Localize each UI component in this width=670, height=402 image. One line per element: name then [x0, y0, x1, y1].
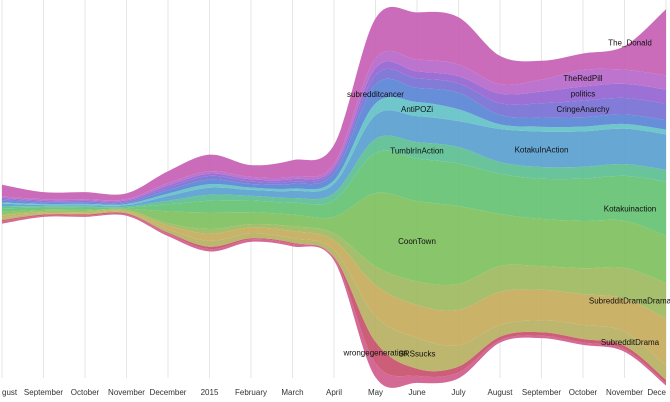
stream-subredditcancer [2, 78, 666, 205]
x-axis: gust September October November December 2015… [2, 388, 667, 397]
stream-subredditdrama [2, 210, 666, 366]
stream-label: Kotakuinaction [604, 205, 656, 214]
x-tick-label: October [569, 388, 598, 397]
stream-the-donald [2, 6, 666, 201]
stream-label: SRSsucks [399, 349, 436, 358]
x-tick-label: October [71, 388, 100, 397]
stream-label: wrongegeneration [342, 348, 407, 357]
x-tick-label: March [281, 388, 303, 397]
stream-label-layer: subredditcancer AntiPOZi TumblrInAction The… [342, 38, 670, 358]
stream-tumblrinaction [2, 135, 666, 209]
x-tick-label: September [522, 388, 561, 397]
stream-label: AntiPOZi [401, 105, 433, 114]
x-tick-label: gust [2, 388, 18, 397]
x-tick-label: September [24, 388, 63, 397]
stream-label: politics [571, 90, 595, 99]
x-tick-label: 2015 [201, 388, 219, 397]
stream-label: subredditcancer [347, 90, 404, 99]
x-tick-label: November [108, 388, 145, 397]
stream-label: SubredditDramaDrama [589, 297, 670, 306]
x-tick-label: April [326, 388, 342, 397]
stream-kotakuinaction [2, 110, 666, 207]
x-tick-label: May [368, 388, 383, 397]
x-tick-label: February [235, 388, 267, 397]
stream-label: The_Donald [608, 38, 652, 47]
stream-label: TheRedPill [563, 74, 602, 83]
stream-label: TumblrInAction [390, 146, 444, 155]
stream-label: CringeAnarchy [557, 105, 610, 114]
stream-theredpill [2, 50, 666, 202]
stream-layer [2, 6, 666, 388]
stream-kotakuinaction [2, 150, 666, 236]
x-tick-label: Dece [647, 388, 666, 397]
stream-politics [2, 61, 666, 203]
stream-label: KotakuInAction [515, 145, 569, 154]
x-tick-label: November [606, 388, 643, 397]
stream-label: SubredditDrama [601, 338, 660, 347]
x-tick-label: July [451, 388, 465, 397]
x-tick-label: December [150, 388, 187, 397]
x-tick-label: August [488, 388, 514, 397]
x-tick-label: June [408, 388, 426, 397]
stream-label: CoonTown [398, 237, 436, 246]
stream-coontown [2, 192, 666, 286]
stream-subredditdramadrama [2, 209, 666, 319]
